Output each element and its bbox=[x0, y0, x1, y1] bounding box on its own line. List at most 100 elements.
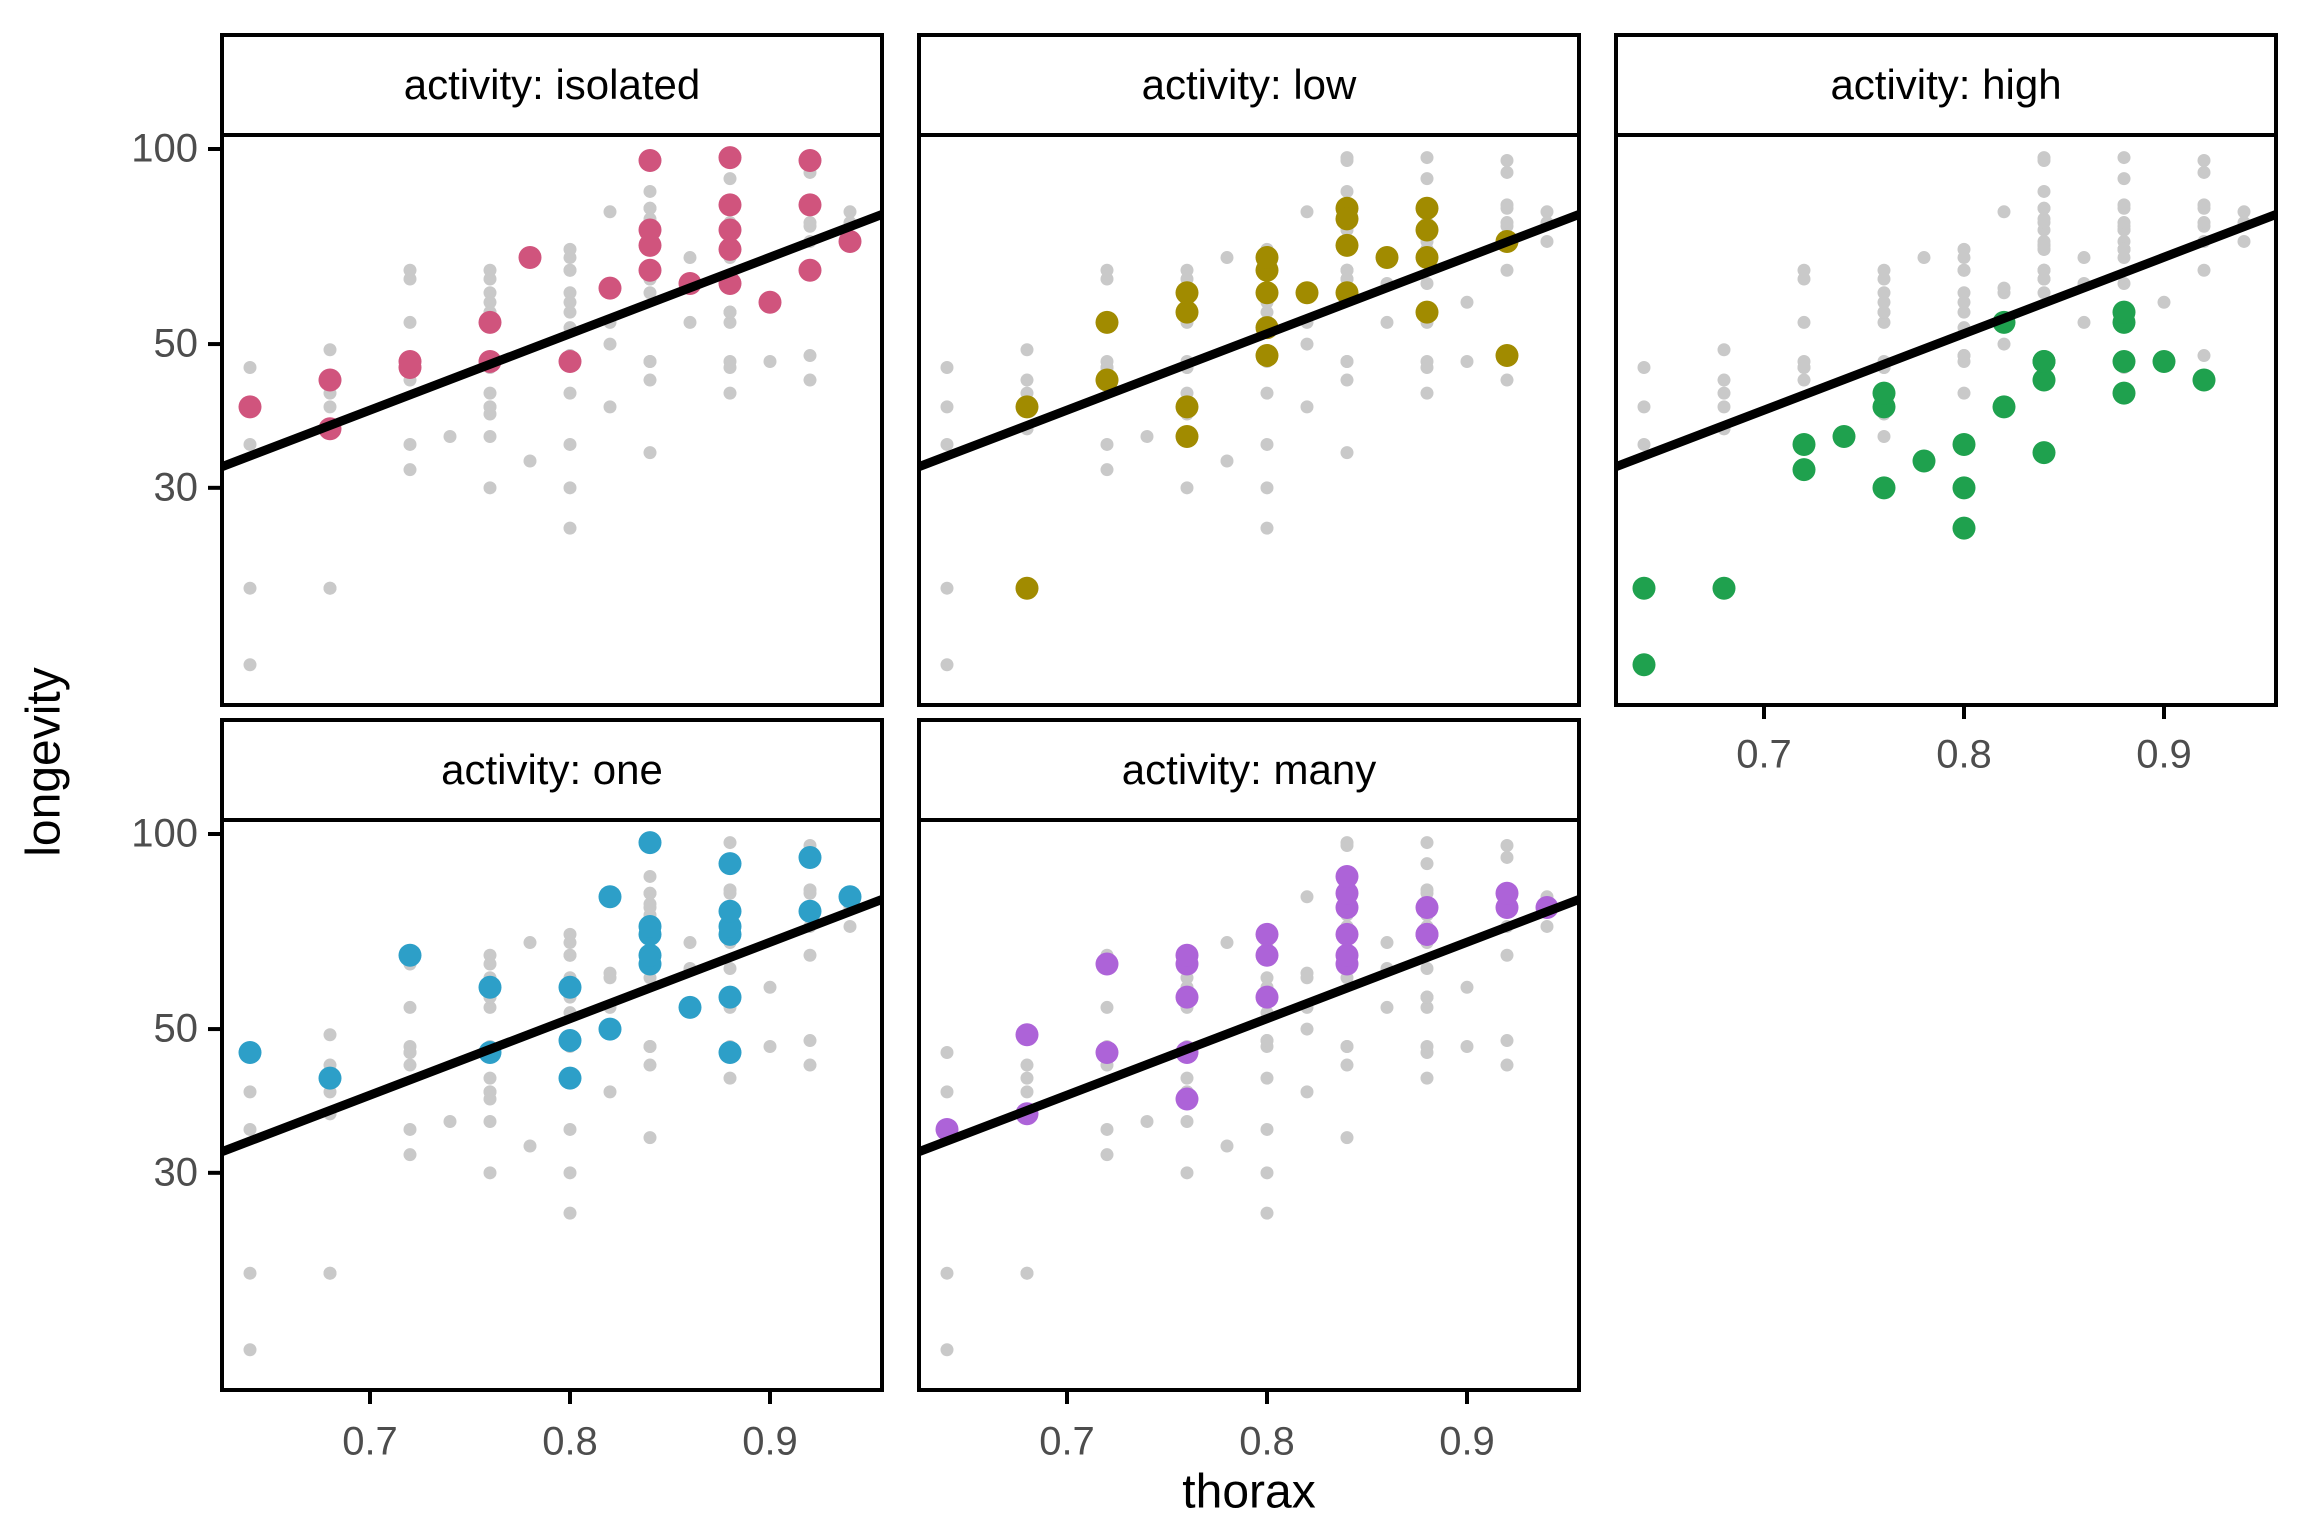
data-point-isolated bbox=[558, 349, 582, 373]
background-point bbox=[1260, 481, 1274, 495]
background-point bbox=[2037, 184, 2051, 198]
background-point bbox=[603, 400, 617, 414]
data-point-isolated bbox=[478, 310, 502, 334]
background-point bbox=[1797, 361, 1811, 375]
facet-strip-high bbox=[1614, 33, 2278, 137]
background-point bbox=[2037, 201, 2051, 215]
data-point-low bbox=[1255, 246, 1279, 270]
background-point bbox=[603, 205, 617, 219]
background-point bbox=[1637, 361, 1651, 375]
data-point-isolated bbox=[758, 290, 782, 314]
data-point-high bbox=[1872, 476, 1896, 500]
background-point bbox=[1500, 373, 1514, 387]
data-point-many bbox=[1495, 881, 1519, 905]
background-point bbox=[2037, 286, 2051, 300]
data-point-many bbox=[1335, 881, 1359, 905]
background-point bbox=[563, 1166, 577, 1180]
background-point bbox=[443, 1115, 457, 1129]
background-point bbox=[603, 971, 617, 985]
data-point-one bbox=[638, 943, 662, 967]
background-point bbox=[723, 386, 737, 400]
background-point bbox=[243, 361, 257, 375]
background-point bbox=[763, 354, 777, 368]
data-point-high bbox=[2032, 368, 2056, 392]
data-point-high bbox=[2032, 441, 2056, 465]
data-point-many bbox=[1015, 1023, 1039, 1047]
background-point bbox=[803, 1058, 817, 1072]
background-point bbox=[1540, 205, 1554, 219]
background-point bbox=[1220, 936, 1234, 950]
background-point bbox=[1220, 1139, 1234, 1153]
data-point-one bbox=[598, 885, 622, 909]
background-point bbox=[1997, 286, 2011, 300]
background-point bbox=[1957, 286, 1971, 300]
background-point bbox=[803, 349, 817, 363]
facet-strip-isolated bbox=[220, 33, 884, 137]
background-point bbox=[940, 1266, 954, 1280]
data-point-many bbox=[1335, 922, 1359, 946]
data-point-high bbox=[2032, 349, 2056, 373]
background-point bbox=[643, 886, 657, 900]
background-point bbox=[483, 386, 497, 400]
x-axis-tick-label: 0.9 bbox=[742, 1419, 798, 1464]
background-point bbox=[1340, 184, 1354, 198]
background-point bbox=[2117, 151, 2131, 165]
background-point bbox=[643, 354, 657, 368]
data-point-one bbox=[238, 1041, 262, 1065]
background-point bbox=[1500, 201, 1514, 215]
background-point bbox=[403, 1000, 417, 1014]
background-point bbox=[1340, 1131, 1354, 1145]
background-point bbox=[1260, 305, 1274, 319]
y-axis-tick-label: 50 bbox=[153, 321, 199, 366]
background-point bbox=[483, 1166, 497, 1180]
data-point-low bbox=[1415, 196, 1439, 220]
data-point-isolated bbox=[798, 258, 822, 282]
facet-panel-high bbox=[1614, 133, 2278, 707]
data-point-isolated bbox=[718, 218, 742, 242]
background-point bbox=[483, 1092, 497, 1106]
background-point bbox=[403, 1046, 417, 1060]
data-point-low bbox=[1175, 425, 1199, 449]
background-point bbox=[1500, 216, 1514, 230]
data-point-high bbox=[1912, 449, 1936, 473]
background-point bbox=[1797, 315, 1811, 329]
background-point bbox=[2077, 251, 2091, 265]
background-point bbox=[1540, 919, 1554, 933]
data-point-high bbox=[1952, 432, 1976, 456]
background-point bbox=[563, 521, 577, 535]
facet-strip-low bbox=[917, 33, 1581, 137]
data-point-many bbox=[1255, 985, 1279, 1009]
facet-strip-label-one: activity: one bbox=[441, 746, 663, 793]
data-point-isolated bbox=[638, 148, 662, 172]
background-point bbox=[1300, 971, 1314, 985]
background-point bbox=[1797, 272, 1811, 286]
background-point bbox=[1340, 836, 1354, 850]
background-point bbox=[1260, 521, 1274, 535]
data-point-one bbox=[798, 899, 822, 923]
background-point bbox=[1100, 463, 1114, 477]
data-point-high bbox=[1872, 381, 1896, 405]
data-point-low bbox=[1415, 246, 1439, 270]
background-point bbox=[843, 919, 857, 933]
background-point bbox=[563, 1206, 577, 1220]
background-point bbox=[403, 1148, 417, 1162]
background-point bbox=[563, 1122, 577, 1136]
background-point bbox=[2037, 263, 2051, 277]
data-point-low bbox=[1095, 368, 1119, 392]
data-point-isolated bbox=[398, 349, 422, 373]
background-point bbox=[483, 948, 497, 962]
background-point bbox=[2157, 295, 2171, 309]
x-axis-title: thorax bbox=[1182, 1465, 1316, 1519]
background-point bbox=[1957, 242, 1971, 256]
background-point bbox=[1637, 400, 1651, 414]
background-point bbox=[563, 948, 577, 962]
data-point-high bbox=[1632, 653, 1656, 677]
background-point bbox=[1500, 153, 1514, 167]
background-point bbox=[643, 184, 657, 198]
data-point-high bbox=[1632, 576, 1656, 600]
background-point bbox=[1460, 354, 1474, 368]
background-point bbox=[1877, 263, 1891, 277]
background-point bbox=[723, 361, 737, 375]
background-point bbox=[483, 263, 497, 277]
